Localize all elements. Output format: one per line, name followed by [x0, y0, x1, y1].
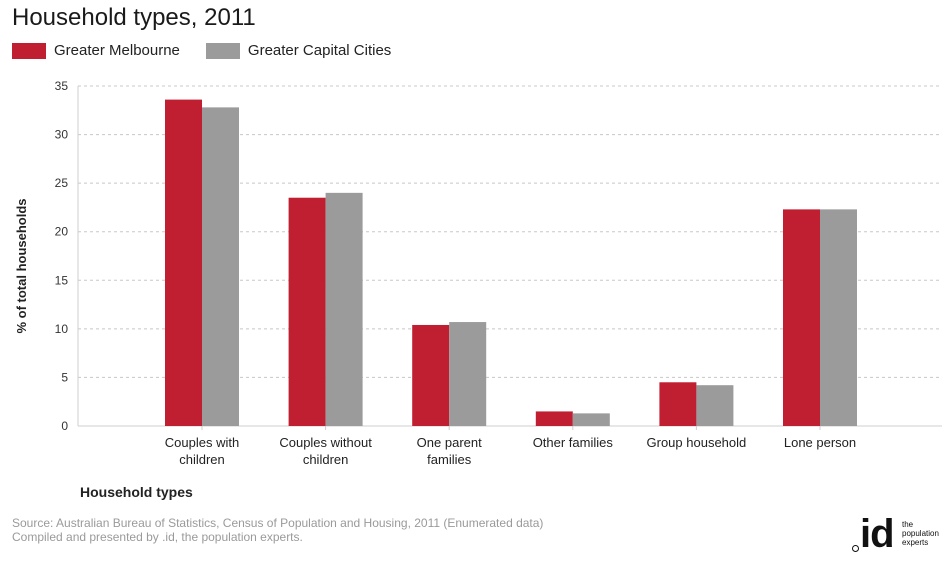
bar-greater-melbourne-1 [288, 197, 326, 426]
x-tick-label-0-0: Couples with [165, 435, 239, 450]
bar-greater-melbourne-2 [412, 324, 450, 426]
compiled-note: Compiled and presented by .id, the popul… [12, 530, 303, 544]
x-tick-label-4-0: Group household [647, 435, 747, 450]
legend-label-greater-melbourne: Greater Melbourne [54, 42, 180, 59]
bar-greater-capital-cities-1 [325, 192, 363, 426]
bar-chart: 0 5 10 15 20 25 30 35 Couples with children Couple… [14, 79, 942, 500]
bar-greater-capital-cities-0 [202, 107, 239, 426]
y-tick-label-25: 25 [55, 176, 69, 190]
y-tick-label-5: 5 [61, 370, 68, 384]
bar-greater-melbourne-5 [783, 209, 820, 426]
logo-dot-icon [852, 545, 859, 552]
legend-item-greater-capital-cities[interactable]: Greater Capital Cities [205, 42, 392, 59]
bar-greater-melbourne-3 [535, 411, 573, 426]
logo-text-line-1: the [902, 520, 914, 529]
x-tick-label-0-1: children [179, 452, 225, 467]
legend: Greater Melbourne Greater Capital Cities [12, 42, 417, 59]
logo-text: the population experts [902, 520, 939, 547]
footer: Source: Australian Bureau of Statistics,… [12, 516, 543, 544]
id-logo: id the population experts [852, 512, 944, 558]
bar-greater-capital-cities-2 [449, 322, 487, 426]
x-tick-label-5-0: Lone person [784, 435, 856, 450]
x-tick-label-1-0: Couples without [279, 435, 372, 450]
legend-item-greater-melbourne[interactable]: Greater Melbourne [12, 42, 180, 59]
bar-greater-capital-cities-5 [820, 209, 857, 426]
logo-mark: id [860, 512, 895, 556]
x-tick-label-3-0: Other families [533, 435, 614, 450]
y-tick-label-35: 35 [55, 79, 69, 93]
x-axis-title: Household types [80, 484, 193, 500]
y-tick-label-15: 15 [55, 273, 69, 287]
logo-text-line-2: population [902, 529, 939, 538]
bar-greater-melbourne-4 [659, 382, 697, 426]
x-tick-label-1-1: children [303, 452, 349, 467]
x-tick-label-2-0: One parent [417, 435, 482, 450]
source-note: Source: Australian Bureau of Statistics,… [12, 516, 544, 530]
y-axis-title: % of total households [14, 198, 29, 333]
y-tick-label-30: 30 [55, 128, 69, 142]
legend-label-greater-capital-cities: Greater Capital Cities [247, 42, 392, 59]
chart-title: Household types, 2011 [12, 4, 256, 31]
bar-greater-capital-cities-3 [572, 413, 610, 426]
y-tick-label-0: 0 [61, 419, 68, 433]
bar-greater-capital-cities-4 [696, 385, 734, 426]
bar-greater-melbourne-0 [165, 99, 202, 426]
logo-text-line-3: experts [902, 538, 929, 547]
y-tick-label-10: 10 [55, 322, 69, 336]
legend-swatch-greater-capital-cities [205, 42, 240, 59]
x-tick-label-2-1: families [427, 452, 472, 467]
legend-swatch-greater-melbourne [12, 42, 46, 59]
y-tick-label-20: 20 [55, 225, 69, 239]
